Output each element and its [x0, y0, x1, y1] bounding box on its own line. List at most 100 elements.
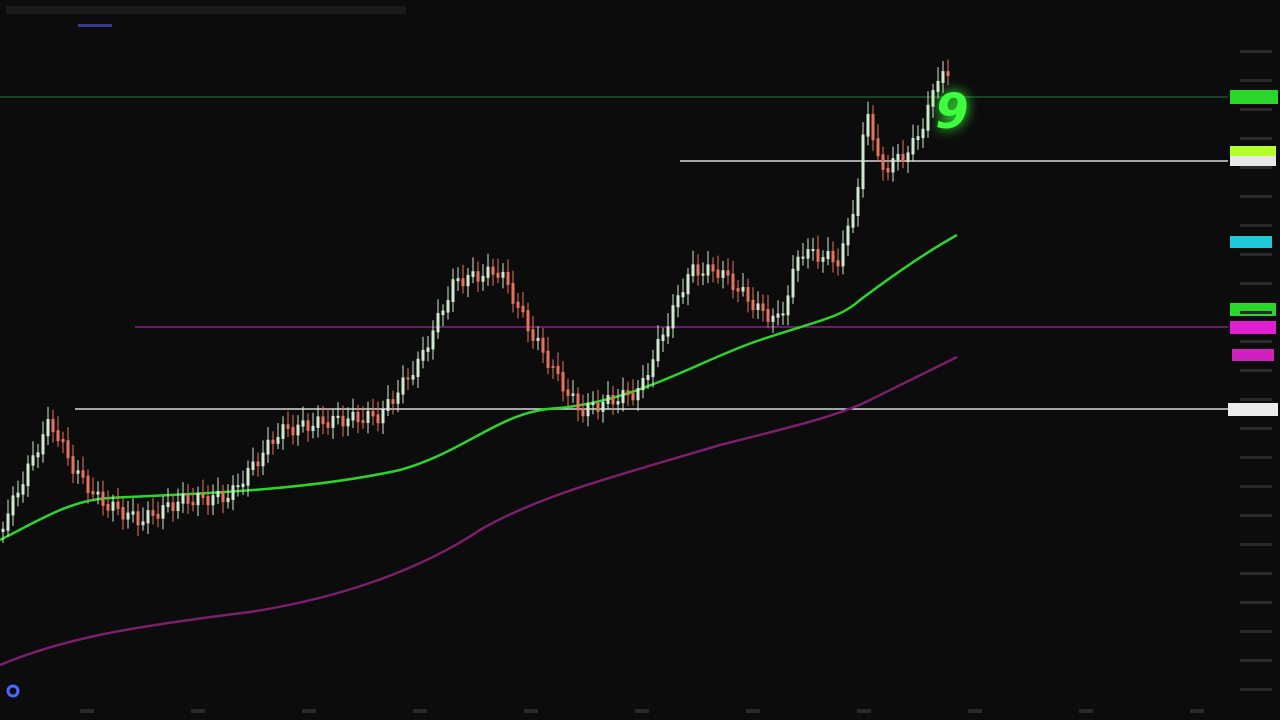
indicator-tab[interactable] [78, 24, 112, 27]
axis-tick-placeholder [1240, 79, 1272, 82]
candle-body [536, 337, 540, 341]
candle-body [231, 485, 235, 500]
candle-body [61, 439, 65, 443]
candle-body [911, 138, 915, 155]
candle-body [891, 158, 895, 173]
candle-body [931, 90, 935, 107]
candle-body [541, 337, 545, 353]
price-axis [80, 50, 1272, 713]
candle-body [326, 422, 330, 428]
candle-body [636, 388, 640, 401]
axis-tick-placeholder [1240, 398, 1272, 401]
candle-body [936, 80, 940, 93]
candle-body [616, 401, 620, 405]
candle-body [856, 187, 860, 216]
candle-body [416, 358, 420, 378]
price-tag [1230, 321, 1276, 334]
candle-body [301, 420, 305, 427]
candle-body [771, 315, 775, 322]
candle-body [141, 521, 145, 526]
candle-body [841, 243, 845, 267]
candle-body [131, 511, 135, 515]
candle-body [211, 495, 215, 506]
axis-tick-placeholder [1240, 282, 1272, 285]
candle-body [846, 225, 850, 246]
candle-body [201, 493, 205, 498]
time-tick-placeholder [746, 709, 760, 713]
price-tag [1230, 146, 1276, 156]
axis-tick-placeholder [1240, 340, 1272, 343]
candle-body [386, 399, 390, 411]
candle-body [786, 295, 790, 316]
candle-body [356, 411, 360, 423]
candle-body [811, 249, 815, 252]
candle-body [836, 260, 840, 267]
candle-body [236, 485, 240, 488]
candle-body [66, 440, 70, 459]
candle-body [756, 303, 760, 311]
candle-body [76, 470, 80, 474]
candle-body [256, 461, 260, 467]
candle-body [206, 495, 210, 506]
candle-body [51, 419, 55, 433]
candle-body [186, 493, 190, 504]
candle-body [391, 399, 395, 404]
candle-body [121, 507, 125, 520]
candle-body [406, 377, 410, 380]
candle-body [451, 279, 455, 303]
candle-body [561, 372, 565, 392]
candle-body [596, 402, 600, 412]
time-tick-placeholder [635, 709, 649, 713]
candle-body [296, 424, 300, 436]
candle-body [861, 134, 865, 190]
candle-body [551, 365, 555, 368]
toolbar[interactable] [6, 6, 406, 14]
candle-body [736, 288, 740, 292]
candle-body [816, 249, 820, 262]
candle-body [176, 501, 180, 512]
axis-tick-placeholder [1240, 50, 1272, 53]
candle-body [826, 251, 830, 260]
time-tick-placeholder [191, 709, 205, 713]
candle-body [196, 493, 200, 506]
candle-body [481, 275, 485, 282]
candle-body [586, 403, 590, 417]
candle-body [161, 505, 165, 519]
candle-body [686, 274, 690, 295]
candle-body [696, 264, 700, 276]
candle-body [271, 439, 275, 444]
candle-body [446, 300, 450, 313]
candle-body [321, 416, 325, 425]
candle-body [191, 501, 195, 506]
candle-body [946, 71, 950, 76]
candle-body [421, 349, 425, 361]
candle-body [611, 395, 615, 405]
time-tick-placeholder [1079, 709, 1093, 713]
price-tag [1230, 90, 1278, 104]
logo[interactable] [6, 684, 20, 698]
candle-body [226, 497, 230, 503]
candle-body [361, 420, 365, 423]
axis-tick-placeholder [1240, 195, 1272, 198]
candle-body [941, 71, 945, 83]
candle-body [641, 377, 645, 391]
axis-tick-placeholder [1240, 108, 1272, 111]
candle-body [336, 415, 340, 418]
candle-body [36, 452, 40, 458]
time-tick-placeholder [524, 709, 538, 713]
axis-tick-placeholder [1240, 224, 1272, 227]
candle-body [531, 329, 535, 341]
candle-body [126, 512, 130, 520]
candle-body [431, 330, 435, 350]
candle-body [566, 389, 570, 396]
time-tick-placeholder [968, 709, 982, 713]
candle-body [906, 152, 910, 163]
candle-body [56, 430, 60, 442]
candle-body [366, 410, 370, 423]
candles [1, 59, 950, 543]
candle-body [676, 295, 680, 308]
axis-tick-placeholder [1240, 137, 1272, 140]
candle-body [251, 461, 255, 470]
